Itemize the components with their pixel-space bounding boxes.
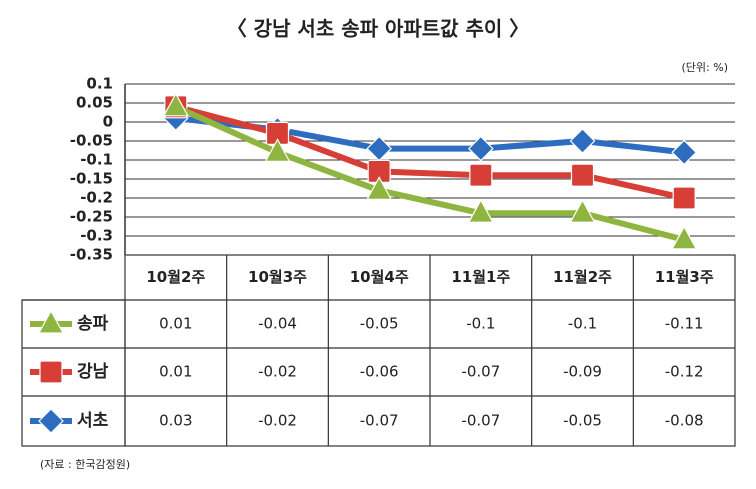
legend-label: 서초 (77, 411, 109, 431)
table-value: -0.04 (258, 315, 297, 333)
y-tick-label: -0.1 (80, 151, 113, 169)
series-line (174, 104, 685, 243)
marker (467, 198, 494, 223)
marker (469, 163, 493, 187)
unit-label: (단위: %) (682, 61, 728, 74)
marker (570, 163, 595, 187)
table-value: -0.07 (461, 412, 500, 430)
table-value: -0.08 (665, 412, 704, 430)
table-value: -0.1 (568, 315, 597, 333)
x-tick-label: 11월1주 (451, 268, 510, 286)
table-value: -0.05 (563, 412, 602, 430)
x-tick-label: 10월2주 (146, 268, 205, 286)
series-line (175, 115, 685, 156)
legend-marker (37, 309, 65, 334)
table-value: -0.11 (665, 315, 704, 333)
table-value: -0.02 (258, 363, 297, 381)
x-tick-label: 11월2주 (553, 268, 612, 286)
marker (671, 225, 698, 250)
y-tick-label: -0.35 (70, 246, 113, 264)
table-value: -0.06 (360, 363, 399, 381)
marker (671, 139, 698, 166)
x-tick-label: 11월3주 (655, 268, 714, 286)
y-tick-label: -0.25 (70, 208, 113, 226)
table-value: 0.01 (159, 315, 192, 333)
source-label: (자료 : 한국감정원) (40, 458, 130, 471)
marker (366, 176, 393, 200)
table-value: 0.01 (159, 363, 192, 381)
table-value: -0.05 (360, 315, 399, 333)
legend-label: 강남 (77, 362, 109, 382)
marker (569, 128, 596, 154)
x-tick-label: 10월4주 (350, 268, 409, 286)
table-value: 0.03 (159, 412, 192, 430)
table-value: -0.07 (360, 412, 399, 430)
table-value: -0.1 (466, 315, 495, 333)
table-value: -0.07 (461, 363, 500, 381)
table-value: -0.09 (563, 363, 602, 381)
y-tick-label: -0.2 (80, 189, 113, 207)
marker (569, 198, 596, 223)
y-tick-label: -0.15 (70, 170, 113, 188)
table-value: -0.02 (258, 412, 297, 430)
y-tick-label: -0.3 (80, 227, 113, 245)
marker (264, 138, 291, 162)
y-tick-label: 0.1 (86, 75, 113, 93)
y-tick-label: 0.05 (76, 94, 113, 112)
y-tick-label: -0.05 (70, 132, 113, 150)
legend-marker (39, 360, 63, 384)
y-tick-label: 0 (103, 113, 113, 131)
legend-marker (38, 408, 64, 434)
marker (366, 135, 393, 162)
series-line (175, 103, 685, 201)
legend-label: 송파 (77, 314, 109, 334)
marker (672, 186, 696, 210)
chart-title: 〈 강남 서초 송파 아파트값 추이 〉 (227, 17, 530, 41)
table-value: -0.12 (665, 363, 704, 381)
marker (467, 135, 494, 162)
marker (162, 92, 189, 117)
x-tick-label: 10월3주 (248, 268, 307, 286)
